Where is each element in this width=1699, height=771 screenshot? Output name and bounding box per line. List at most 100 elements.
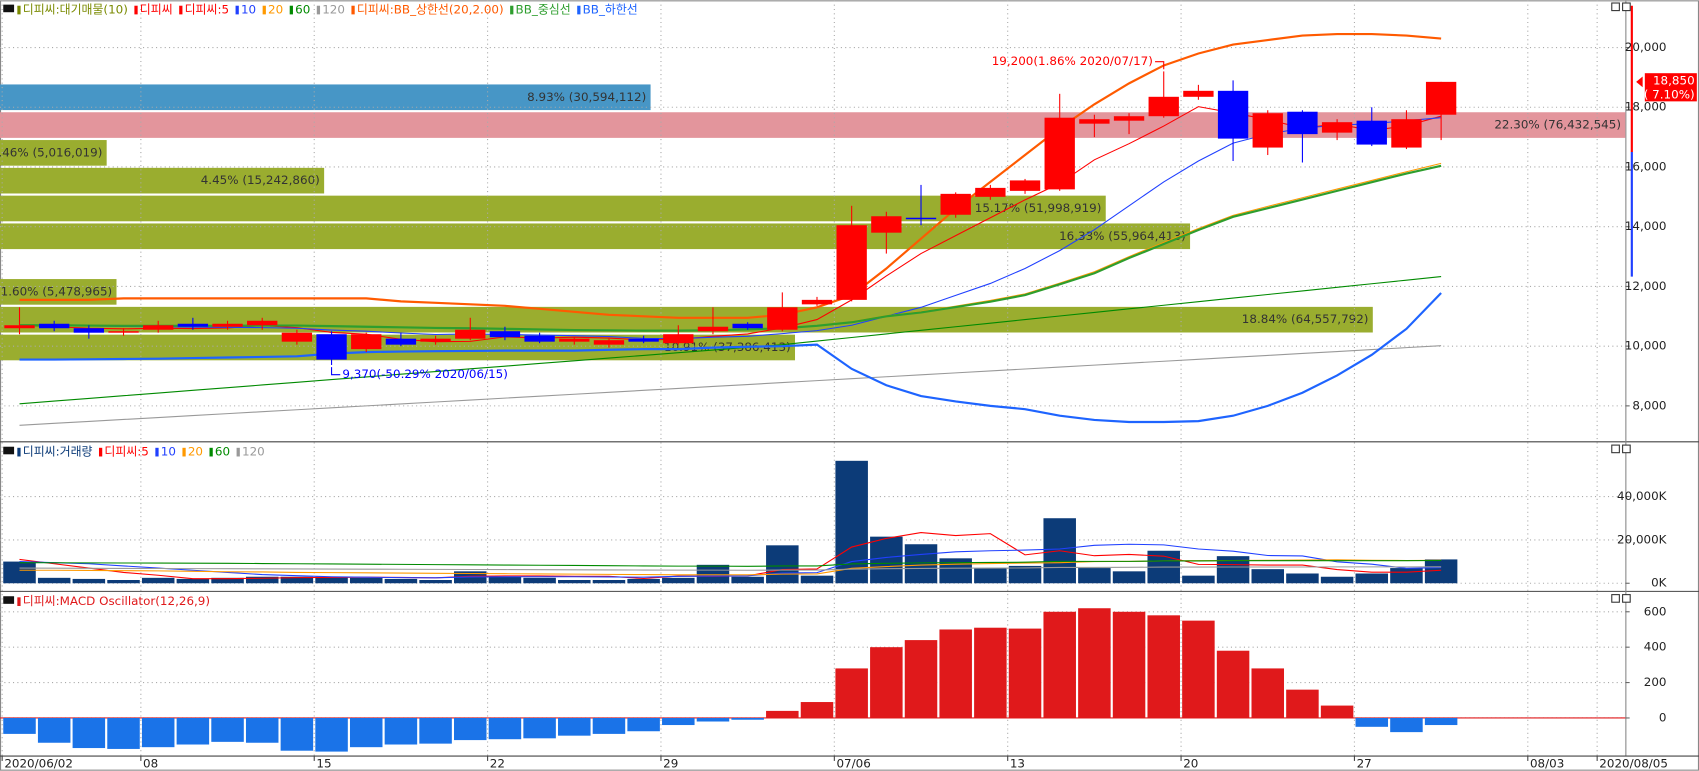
legend-label: 디피씨	[140, 3, 173, 17]
volume-profile-label: 1.60% (5,478,965)	[1, 284, 112, 298]
legend-label: BB_중심선	[516, 3, 571, 17]
bar	[870, 536, 903, 584]
x-tick-label: 08/03	[1530, 757, 1564, 771]
volume-profile-label: 15.17% (51,998,919)	[975, 201, 1102, 215]
volume-profile-label: 1.46% (5,016,019)	[0, 145, 102, 159]
bar	[419, 579, 452, 584]
legend-swatch	[17, 5, 21, 15]
candle-body	[316, 334, 347, 360]
candle-body	[1183, 90, 1214, 97]
candle-body	[281, 332, 313, 342]
candle-body	[871, 216, 902, 233]
legend-swatch	[262, 5, 266, 15]
bar	[904, 640, 938, 718]
candle-body	[1148, 96, 1179, 117]
bar	[454, 717, 487, 741]
bar	[592, 579, 626, 584]
bar	[662, 717, 695, 726]
candle-body	[593, 340, 625, 345]
bar	[141, 717, 175, 748]
panel-icon[interactable]	[1622, 2, 1631, 12]
line-series	[19, 559, 1442, 567]
bar	[1424, 717, 1458, 726]
line-series	[19, 566, 1442, 571]
annotation-arrow	[331, 367, 341, 376]
bar	[558, 579, 591, 584]
bar	[488, 576, 522, 584]
bar	[523, 577, 556, 584]
y-tick-label: 40,000K	[1617, 489, 1668, 503]
candle-body	[4, 325, 35, 329]
candle-body	[1009, 180, 1041, 191]
last-price-change: ( 7.10%)	[1644, 87, 1695, 101]
bar	[1078, 568, 1111, 584]
legend-swatch	[209, 447, 213, 457]
legend-label: 디피씨:5	[185, 3, 229, 17]
bar	[835, 460, 868, 584]
volume-profile-label: 18.84% (64,557,792)	[1242, 312, 1369, 326]
bar	[1182, 575, 1215, 584]
bar	[315, 717, 348, 752]
bar	[835, 668, 868, 718]
legend-swatch	[289, 5, 293, 15]
bar	[1320, 705, 1354, 718]
candle-body	[697, 326, 729, 332]
bar	[974, 627, 1007, 718]
bar	[37, 717, 71, 743]
y-tick-label: 0	[1659, 710, 1667, 724]
panel-icon[interactable]	[1622, 444, 1631, 454]
bar	[245, 717, 279, 743]
candle-body	[385, 338, 417, 345]
bar	[211, 577, 244, 584]
candle-body	[524, 335, 555, 342]
x-tick-label: 20	[1183, 757, 1198, 771]
legend-swatch	[316, 5, 321, 15]
legend-swatch	[577, 5, 581, 15]
candle-body	[940, 193, 971, 215]
bar	[1251, 668, 1285, 718]
legend-label: 60	[215, 445, 230, 459]
x-tick-label: 07/06	[836, 757, 870, 771]
candle-body	[177, 323, 209, 327]
bar	[592, 717, 626, 734]
candle-body	[73, 328, 105, 333]
volume-profile-bar	[0, 195, 1106, 222]
panel-icon[interactable]	[1611, 594, 1620, 603]
legend-label: 10	[161, 445, 176, 459]
bar	[1355, 717, 1389, 727]
candle-body	[143, 325, 174, 330]
candle-body	[212, 323, 243, 327]
legend-swatch	[235, 5, 239, 15]
panel-icon[interactable]	[1611, 444, 1620, 454]
bar	[696, 717, 730, 722]
bar	[523, 717, 556, 739]
candle-body	[420, 338, 451, 342]
bar	[558, 717, 591, 736]
bar	[280, 717, 314, 751]
candle-body	[1217, 90, 1249, 139]
bar	[37, 577, 71, 584]
candle-body	[351, 334, 382, 350]
panel-icon[interactable]	[1622, 594, 1631, 603]
bar	[1286, 573, 1319, 584]
volume-profile-label: 16.33% (55,964,413)	[1059, 229, 1186, 243]
candle-body	[905, 217, 937, 220]
legend-swatch	[17, 597, 21, 607]
volume-profile-label: 4.45% (15,242,860)	[201, 173, 320, 187]
legend-label: 20	[188, 445, 203, 459]
line-series	[19, 164, 1442, 332]
line-series	[19, 276, 1442, 405]
bar	[1078, 608, 1111, 718]
panel-icons	[1611, 2, 1631, 603]
x-tick-label: 27	[1357, 757, 1372, 771]
panel-icon[interactable]	[1611, 2, 1620, 12]
candle-body	[1044, 117, 1075, 190]
y-tick-label: 400	[1644, 640, 1667, 654]
x-tick-label: 29	[663, 757, 678, 771]
x-tick-label: 2020/06/02	[4, 757, 73, 771]
bar	[870, 647, 903, 718]
bar	[696, 564, 730, 584]
y-tick-label: 200	[1644, 675, 1667, 689]
bar	[800, 702, 834, 718]
